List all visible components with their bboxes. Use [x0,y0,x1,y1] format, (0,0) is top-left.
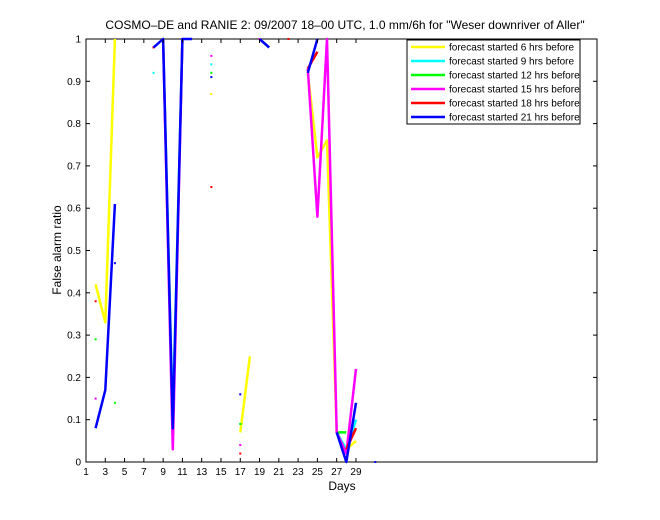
x-tick-label: 3 [103,467,109,478]
x-tick-label: 23 [293,467,305,478]
legend-label: forecast started 18 hrs before [449,99,580,110]
y-tick-label: 0.8 [67,119,81,130]
series-6 [94,37,377,464]
y-tick-label: 0.2 [67,373,81,384]
x-tick-label: 13 [196,467,208,478]
x-tick-label: 1 [83,467,89,478]
legend-box [406,39,581,125]
y-tick-label: 0.9 [67,77,81,88]
x-tick-label: 21 [273,467,285,478]
legend-label: forecast started 6 hrs before [449,43,575,54]
data-point [94,338,97,341]
x-tick-label: 11 [177,467,188,478]
y-tick-label: 0.7 [67,161,81,172]
series-line [306,38,319,74]
legend: forecast started 6 hrs before forecast st… [406,39,581,125]
data-point [94,397,97,400]
data-point [210,54,213,57]
y-tick-label: 1 [75,35,81,46]
legend-label: forecast started 9 hrs before [449,57,575,68]
data-point [239,444,242,447]
y-tick-label: 0.4 [67,288,81,299]
x-tick-label: 7 [141,467,147,478]
data-point [239,452,242,455]
x-axis-title: Days [328,479,355,493]
chart-title: COSMO–DE and RANIE 2: 09/2007 18–00 UTC,… [105,18,584,32]
data-point [152,71,155,74]
data-point [210,76,213,79]
series-line [258,38,271,49]
legend-label: forecast started 21 hrs before [449,113,580,124]
x-tick-label: 15 [215,467,227,478]
data-point [239,393,242,396]
data-point [113,401,116,404]
y-tick-label: 0.6 [67,204,81,215]
tick-layer: 1 3 5 7 9 11 13 15 17 19 21 23 25 27 2900.10.20.30.40.… [67,35,597,478]
series-line [94,38,117,324]
y-tick-label: 0.5 [67,246,81,257]
series-layer [94,37,377,464]
y-tick-label: 0.1 [67,415,81,426]
data-point [210,71,213,74]
data-point [113,262,116,265]
series-3 [94,71,347,434]
x-tick-label: 27 [331,467,343,478]
y-tick-label: 0.3 [67,331,81,342]
series-line [335,402,358,464]
series-line [94,203,117,429]
data-point [239,422,242,425]
data-point [287,38,290,40]
x-tick-label: 25 [312,467,324,478]
data-point [94,300,97,303]
series-line [306,37,358,455]
data-point [210,63,213,66]
legend-items: forecast started 6 hrs before forecast st… [411,43,580,124]
x-tick-label: 5 [122,467,128,478]
y-axis-title: False alarm ratio [50,205,64,295]
data-point [210,92,213,95]
legend-label: forecast started 15 hrs before [449,85,580,96]
x-tick-label: 9 [160,467,166,478]
x-tick-label: 29 [350,467,362,478]
series-line [239,356,252,433]
data-point [374,461,377,463]
x-tick-label: 19 [254,467,266,478]
data-point [210,186,213,189]
series-line [152,37,193,430]
y-tick-label: 0 [75,458,81,469]
legend-label: forecast started 12 hrs before [449,71,580,82]
x-tick-label: 17 [235,467,247,478]
